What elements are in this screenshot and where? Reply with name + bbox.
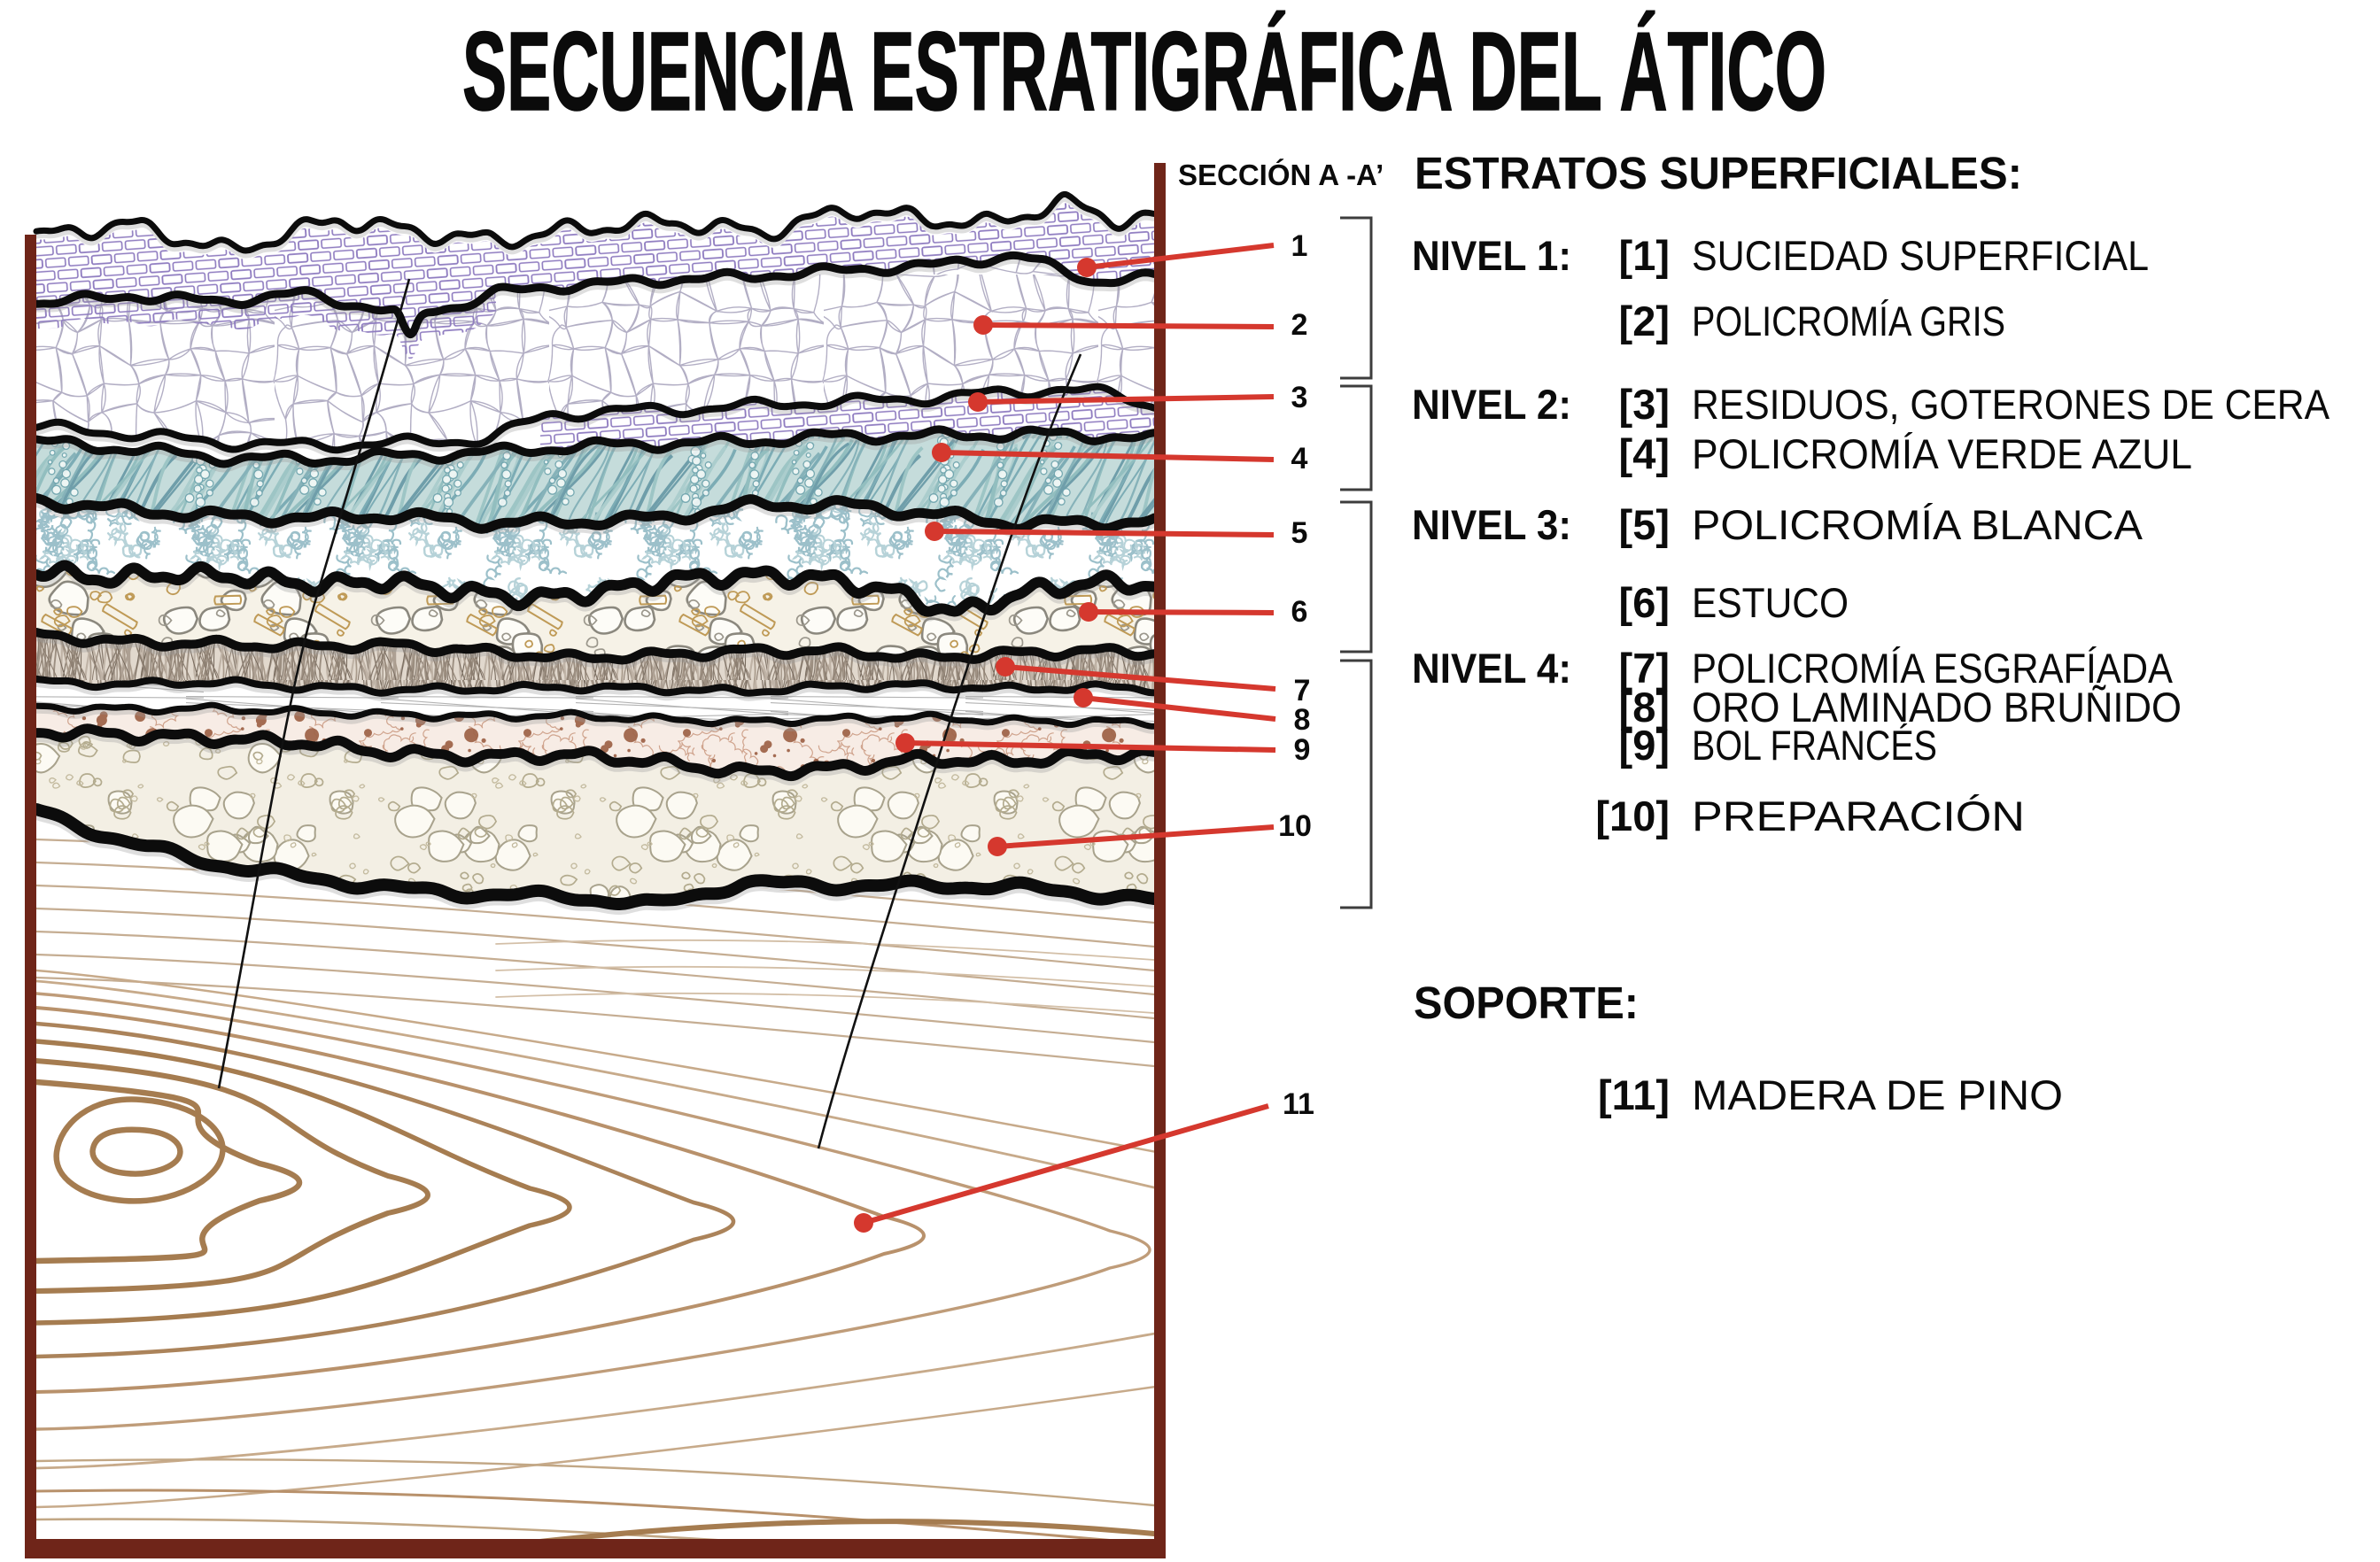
svg-text:POLICROMÍA BLANCA: POLICROMÍA BLANCA (1692, 501, 2144, 548)
svg-text:[2]: [2] (1619, 298, 1670, 344)
svg-text:NIVEL 4:: NIVEL 4: (1412, 645, 1571, 692)
svg-text:11: 11 (1283, 1087, 1314, 1121)
svg-text:[4]: [4] (1619, 430, 1670, 477)
svg-text:NIVEL 2:: NIVEL 2: (1412, 381, 1571, 428)
svg-text:ESTRATOS SUPERFICIALES:: ESTRATOS SUPERFICIALES: (1415, 148, 2022, 198)
svg-text:RESIDUOS, GOTERONES DE CERA: RESIDUOS, GOTERONES DE CERA (1692, 381, 2330, 428)
svg-text:[3]: [3] (1619, 381, 1670, 428)
svg-text:ORO LAMINADO BRUÑIDO: ORO LAMINADO BRUÑIDO (1692, 684, 2182, 731)
svg-text:3: 3 (1291, 381, 1308, 414)
svg-text:MADERA DE PINO: MADERA DE PINO (1692, 1071, 2063, 1118)
svg-text:POLICROMÍA GRIS: POLICROMÍA GRIS (1692, 298, 2005, 344)
svg-text:2: 2 (1291, 308, 1308, 342)
svg-text:POLICROMÍA VERDE AZUL: POLICROMÍA VERDE AZUL (1692, 430, 2192, 477)
svg-text:6: 6 (1291, 595, 1308, 629)
svg-text:NIVEL 3:: NIVEL 3: (1412, 501, 1571, 548)
svg-text:PREPARACIÓN: PREPARACIÓN (1692, 793, 2025, 839)
svg-text:[5]: [5] (1619, 501, 1670, 548)
svg-text:SECUENCIA ESTRATIGRÁFICA DEL Á: SECUENCIA ESTRATIGRÁFICA DEL ÁTICO (462, 9, 1826, 134)
svg-text:SOPORTE:: SOPORTE: (1414, 978, 1639, 1028)
svg-text:8: 8 (1294, 703, 1311, 737)
svg-text:NIVEL 1:: NIVEL 1: (1412, 232, 1571, 279)
svg-text:[10]: [10] (1595, 793, 1670, 839)
svg-text:10: 10 (1278, 809, 1312, 843)
svg-text:[7]: [7] (1619, 645, 1670, 692)
svg-text:SECCIÓN A -A’: SECCIÓN A -A’ (1178, 159, 1384, 191)
svg-text:7: 7 (1294, 674, 1311, 708)
svg-text:BOL FRANCÉS: BOL FRANCÉS (1692, 722, 1937, 769)
svg-text:[1]: [1] (1619, 232, 1670, 279)
svg-text:SUCIEDAD SUPERFICIAL: SUCIEDAD SUPERFICIAL (1692, 232, 2149, 279)
svg-text:9: 9 (1294, 733, 1311, 767)
svg-text:[6]: [6] (1619, 579, 1670, 626)
svg-text:[9]: [9] (1619, 722, 1670, 769)
svg-text:4: 4 (1291, 442, 1308, 476)
svg-text:ESTUCO: ESTUCO (1692, 579, 1849, 626)
svg-text:1: 1 (1291, 229, 1308, 263)
svg-text:POLICROMÍA ESGRAFÍADA: POLICROMÍA ESGRAFÍADA (1692, 645, 2174, 692)
svg-text:[11]: [11] (1598, 1071, 1670, 1118)
svg-text:5: 5 (1291, 516, 1308, 550)
svg-text:[8]: [8] (1619, 684, 1670, 731)
